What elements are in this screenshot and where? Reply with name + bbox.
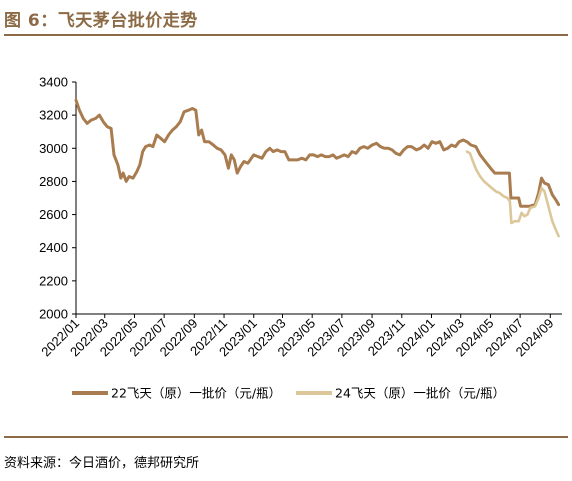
figure-title: 图 6：飞天茅台批价走势 [4,11,198,31]
y-tick-label: 2200 [39,273,68,288]
y-tick-label: 2800 [39,174,68,189]
y-tick-label: 3000 [39,141,68,156]
y-axis: 2000 2200 2400 2600 2800 3000 3200 3400 [39,75,77,322]
y-tick-label: 2400 [39,240,68,255]
x-axis: 2022/012022/032022/052022/072022/092022/… [38,313,562,359]
plot-area [74,98,561,238]
y-tick-label: 2600 [39,207,68,222]
y-tick-label: 3200 [39,108,68,123]
series-line-2 [465,150,560,238]
legend-label-1: 22飞天（原）一批价（元/瓶） [111,386,281,401]
legend-label-2: 24飞天（原）一批价（元/瓶） [335,386,505,401]
price-line-chart: 2000 2200 2400 2600 2800 3000 3200 3400 2022/01… [38,75,562,401]
legend: 22飞天（原）一批价（元/瓶） 24飞天（原）一批价（元/瓶） [72,386,505,401]
y-tick-label: 2000 [39,307,68,322]
source-rule [4,436,568,438]
source-note: 资料来源：今日酒价，德邦研究所 [4,456,200,471]
series-line-1 [74,98,561,208]
y-tick-label: 3400 [39,75,68,90]
title-rule [4,34,568,36]
